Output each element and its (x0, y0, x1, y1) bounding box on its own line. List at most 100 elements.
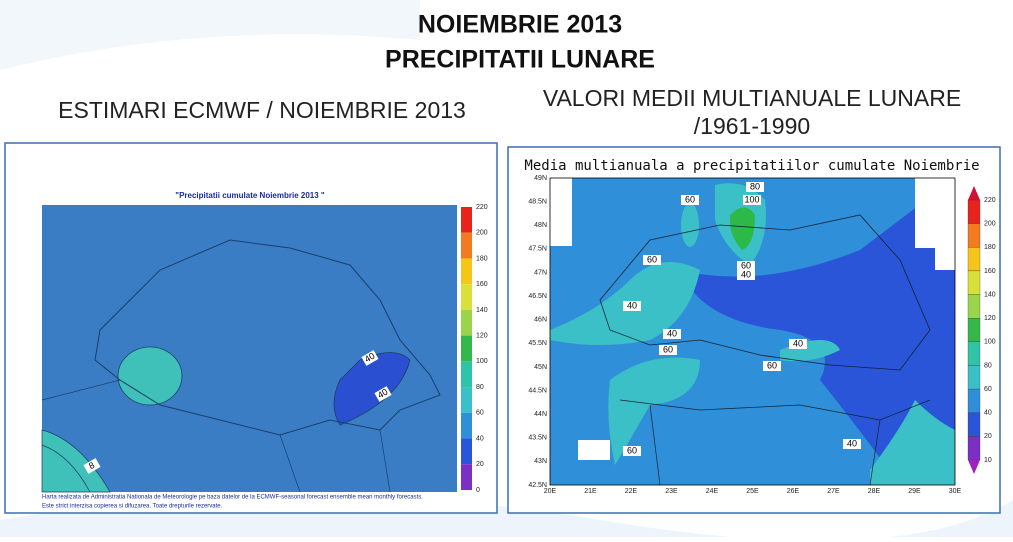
colorbar-segment (461, 412, 472, 439)
colorbar-segment (967, 388, 981, 413)
footnote: Este strict interzisa copierea si difuza… (42, 504, 223, 510)
colorbar-segment (967, 365, 981, 390)
contour-label: 60 (663, 344, 673, 354)
colorbar-label: 60 (476, 410, 484, 417)
colorbar-label: 20 (476, 461, 484, 468)
colorbar-segment (967, 412, 981, 437)
contour-label-box (681, 195, 699, 205)
colorbar-label: 220 (984, 197, 996, 204)
lon-label: 26E (787, 488, 800, 495)
colorbar-segment (967, 318, 981, 342)
contour-label: 40 (627, 300, 637, 310)
left-heading: ESTIMARI ECMWF / NOIEMBRIE 2013 (58, 97, 466, 123)
contour-label: 8 (87, 460, 96, 471)
contour-label-box (361, 350, 379, 366)
colorbar-label: 140 (984, 291, 996, 298)
colorbar-label: 80 (476, 384, 484, 391)
colorbar-segment (461, 464, 472, 490)
contour-label: 60 (741, 260, 751, 270)
colorbar-segment (461, 387, 472, 413)
colorbar-segment (461, 309, 472, 336)
contour-label-box (763, 361, 781, 371)
right-map-title: Media multianuala a precipitatiilor cumu… (524, 158, 979, 174)
lon-label: 30E (949, 488, 962, 495)
colorbar-label: 10 (984, 457, 992, 464)
colorbar-label: 40 (984, 410, 992, 417)
colorbar-segment (461, 207, 472, 233)
contour-label: 60 (767, 360, 777, 370)
contour-label-box (663, 329, 681, 339)
lat-label: 45.5N (528, 340, 547, 347)
colorbar-segment (967, 199, 981, 224)
colorbar-label: 0 (476, 487, 480, 494)
contour-label-box (843, 439, 861, 449)
lat-label: 47.5N (528, 246, 547, 253)
colorbar-label: 200 (984, 220, 996, 227)
colorbar-segment (461, 335, 472, 362)
colorbar-label: 220 (476, 204, 488, 211)
contour-label: 40 (793, 338, 803, 348)
contour-label: 40 (376, 387, 390, 401)
contour-label-box (737, 261, 755, 271)
right-heading: VALORI MEDII MULTIANUALE LUNARE (543, 85, 961, 111)
lat-label: 49N (534, 175, 547, 182)
colorbar-label: 120 (984, 315, 996, 322)
lon-label: 29E (908, 488, 921, 495)
colorbar-label: 20 (984, 433, 992, 440)
contour-label: 40 (363, 351, 377, 365)
lat-label: 47N (534, 269, 547, 276)
lon-label: 27E (827, 488, 840, 495)
colorbar-segment (967, 223, 981, 248)
colorbar-label: 180 (984, 244, 996, 251)
lat-label: 42.5N (528, 482, 547, 489)
left-map-title: "Precipitatii cumulate Noiembrie 2013 " (175, 191, 325, 200)
contour-label-box (743, 195, 761, 205)
contour-label-box (659, 345, 677, 355)
colorbar-label: 100 (984, 339, 996, 346)
lat-label: 46N (534, 317, 547, 324)
contour-label: 100 (744, 194, 759, 204)
contour-label: 60 (685, 194, 695, 204)
lon-label: 28E (868, 488, 881, 495)
colorbar-segment (967, 270, 981, 295)
lat-label: 44N (534, 411, 547, 418)
lon-label: 20E (544, 488, 557, 495)
subtitle: PRECIPITATII LUNARE (385, 46, 655, 74)
footnote: Harta realizata de Administratia Nationa… (42, 495, 423, 501)
contour-label-box (746, 182, 764, 192)
contour-label: 60 (647, 254, 657, 264)
colorbar-label: 160 (476, 281, 488, 288)
lat-label: 45N (534, 364, 547, 371)
colorbar-label: 100 (476, 358, 488, 365)
colorbar-segment (967, 294, 981, 319)
contour-label-box (623, 446, 641, 456)
colorbar-end (968, 460, 980, 474)
colorbar-label: 180 (476, 255, 488, 262)
lat-label: 48.5N (528, 198, 547, 205)
contour-label: 60 (627, 445, 637, 455)
contour-label-box (374, 386, 392, 402)
lon-label: 22E (625, 488, 638, 495)
contour-label: 40 (741, 269, 751, 279)
lat-label: 44.5N (528, 387, 547, 394)
colorbar-label: 60 (984, 386, 992, 393)
contour-label-box (83, 458, 101, 474)
colorbar-label: 40 (476, 435, 484, 442)
contour-label-box (643, 255, 661, 265)
colorbar-segment (967, 341, 981, 366)
contour-label-box (737, 270, 755, 280)
lat-label: 43N (534, 458, 547, 465)
colorbar-segment (461, 361, 472, 388)
colorbar-segment (967, 436, 981, 461)
left-map (41, 205, 457, 493)
colorbar-end (968, 186, 980, 200)
colorbar-segment (461, 438, 472, 465)
colorbar-segment (461, 232, 472, 259)
lon-label: 23E (665, 488, 678, 495)
lon-label: 25E (746, 488, 759, 495)
decoration (0, 0, 420, 70)
contour-label: 80 (750, 181, 760, 191)
title: NOIEMBRIE 2013 (418, 11, 622, 39)
lat-label: 46.5N (528, 293, 547, 300)
